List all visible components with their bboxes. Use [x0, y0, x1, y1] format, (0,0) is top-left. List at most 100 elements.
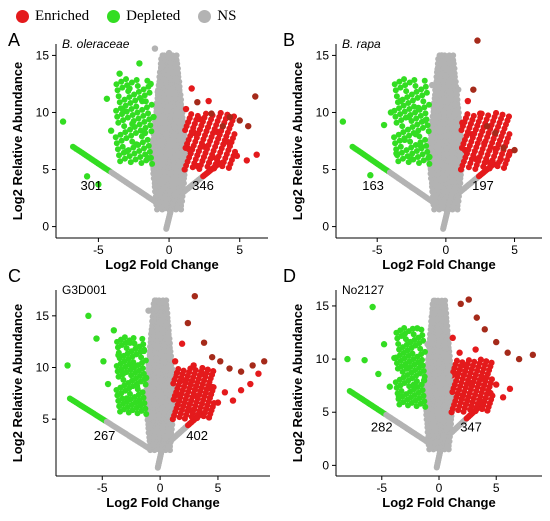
depleted-point	[416, 395, 423, 402]
depleted-point	[398, 117, 405, 124]
depleted-point	[404, 94, 411, 101]
depleted-point	[416, 159, 423, 166]
depleted-point	[401, 136, 408, 144]
enriched-point	[190, 124, 197, 131]
depleted-point	[135, 115, 142, 122]
enriched-point	[472, 126, 479, 133]
panel-letter: B	[283, 30, 295, 50]
y-axis-title: Log2 Relative Abundance	[290, 62, 305, 220]
enriched-dark-point	[470, 86, 477, 93]
depleted-point	[400, 332, 407, 339]
ns-point	[428, 318, 436, 326]
depleted-point	[133, 76, 140, 83]
depleted-point	[140, 394, 147, 401]
enriched-point	[199, 365, 206, 372]
y-tick-label: 15	[316, 299, 330, 313]
depleted-point	[414, 94, 421, 101]
enriched-point	[209, 153, 217, 161]
enriched-point	[460, 372, 467, 379]
enriched-point	[219, 159, 226, 166]
series-enriched_dark	[184, 293, 268, 375]
depleted-point	[397, 97, 404, 105]
depleted-point	[145, 110, 152, 117]
enriched-dark-point	[191, 293, 199, 300]
depleted-point	[128, 106, 135, 113]
enriched-point	[233, 152, 241, 160]
enriched-point	[206, 394, 213, 401]
enriched-point	[493, 381, 500, 388]
panel-letter: A	[8, 30, 20, 50]
depleted-point	[426, 153, 433, 161]
enriched-dark-point	[194, 99, 201, 106]
depleted-point	[395, 131, 402, 138]
depleted-point	[133, 375, 140, 382]
x-tick-label: 0	[157, 481, 164, 495]
enriched-point	[451, 365, 458, 372]
enriched-point	[472, 408, 479, 415]
depleted-point	[420, 157, 427, 164]
x-tick-label: -5	[376, 481, 387, 495]
depleted-point	[117, 131, 124, 138]
depleted-point	[142, 124, 149, 131]
depleted-point	[421, 104, 428, 111]
enriched-point	[182, 378, 189, 386]
depleted-point	[400, 349, 407, 356]
depleted-point	[116, 152, 123, 159]
depleted-point	[118, 390, 125, 397]
ns-point	[163, 297, 170, 304]
depleted-point	[411, 391, 418, 398]
depleted-point	[410, 386, 417, 393]
x-tick-label: 5	[236, 243, 243, 257]
enriched-point	[481, 159, 488, 166]
enriched-point	[225, 138, 232, 146]
depleted-point	[121, 358, 128, 365]
enriched-dark-point	[237, 368, 245, 375]
ns-point	[424, 438, 431, 445]
depleted-point	[386, 383, 393, 390]
depleted-point	[419, 151, 426, 158]
depleted-point	[110, 327, 118, 334]
enriched-point	[504, 117, 511, 124]
enriched-point	[201, 143, 208, 150]
depleted-point	[413, 372, 420, 379]
enriched-dark-point	[529, 351, 537, 359]
depleted-point	[401, 324, 408, 331]
enriched-point	[494, 163, 501, 170]
series-ns	[428, 52, 462, 120]
enriched-point	[214, 399, 222, 406]
enriched-dark-point	[483, 122, 491, 130]
depleted-point	[124, 114, 131, 121]
x-axis-title: Log2 Fold Change	[382, 257, 495, 272]
enriched-point	[486, 165, 493, 172]
enriched-point	[499, 394, 507, 401]
enriched-point	[490, 135, 497, 142]
ns-point	[158, 62, 166, 69]
depleted-point	[387, 109, 395, 116]
enriched-point	[206, 159, 213, 166]
depleted-point	[132, 156, 139, 163]
enriched-point	[458, 127, 465, 134]
depleted-point	[409, 97, 416, 104]
depleted-point	[115, 93, 122, 100]
depleted-point	[396, 137, 403, 144]
depleted-point	[136, 147, 143, 154]
enriched-point	[181, 415, 188, 422]
dense-point-band	[66, 297, 218, 471]
panel-title: B. rapa	[342, 37, 381, 51]
depleted-point	[121, 155, 128, 162]
depleted-point	[391, 81, 398, 88]
depleted-point	[83, 173, 91, 180]
depleted-point	[406, 79, 413, 86]
ns-point	[442, 297, 449, 304]
ns-point	[151, 198, 158, 205]
series-depleted	[339, 97, 433, 179]
depleted-point	[410, 381, 418, 388]
enriched-point	[201, 393, 208, 400]
enriched-point	[499, 111, 506, 118]
enriched-point	[464, 97, 472, 105]
enriched-dark-point	[208, 110, 215, 117]
enriched-point	[243, 157, 250, 164]
depleted-point	[107, 127, 115, 134]
enriched-point	[211, 165, 218, 172]
x-tick-label: 5	[215, 481, 222, 495]
